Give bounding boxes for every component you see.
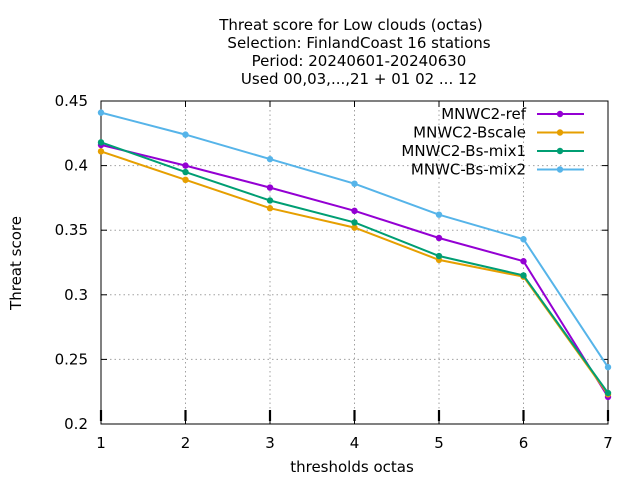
series-mnwc-bs-mix2 bbox=[97, 109, 612, 371]
data-point bbox=[351, 180, 358, 187]
series-mnwc2-ref bbox=[97, 141, 612, 401]
y-tick-label: 0.45 bbox=[55, 92, 88, 110]
x-tick-labels: 1 2 3 4 5 6 7 bbox=[96, 434, 613, 452]
data-point bbox=[97, 139, 105, 146]
axis-ticks bbox=[100, 100, 609, 425]
y-tick-label: 0.2 bbox=[64, 415, 88, 433]
legend-label: MNWC2-ref bbox=[441, 105, 526, 123]
data-point bbox=[266, 155, 274, 163]
y-tick-labels: 0.2 0.25 0.3 0.35 0.4 0.45 bbox=[55, 92, 88, 433]
data-point bbox=[182, 162, 189, 169]
grid bbox=[101, 101, 608, 424]
x-tick-label: 6 bbox=[519, 434, 529, 452]
x-tick-label: 3 bbox=[265, 434, 275, 452]
legend-marker bbox=[556, 129, 564, 136]
data-point bbox=[435, 211, 443, 218]
legend-marker bbox=[556, 147, 564, 155]
y-tick-label: 0.3 bbox=[64, 286, 88, 304]
data-point bbox=[435, 234, 443, 242]
data-point bbox=[97, 148, 105, 155]
data-point bbox=[351, 207, 358, 215]
x-axis-label: thresholds octas bbox=[290, 458, 414, 476]
data-point bbox=[520, 258, 527, 265]
x-tick-label: 2 bbox=[181, 434, 191, 452]
series-mnwc2-bs-mix1 bbox=[97, 139, 612, 397]
data-series bbox=[97, 109, 612, 401]
y-tick-label: 0.35 bbox=[55, 221, 88, 239]
chart-title: Threat score for Low clouds (octas) Sele… bbox=[218, 16, 491, 88]
x-tick-label: 1 bbox=[96, 434, 106, 452]
data-point bbox=[351, 224, 358, 231]
legend-label: MNWC2-Bscale bbox=[413, 124, 526, 142]
data-point bbox=[266, 184, 274, 191]
legend-label: MNWC2-Bs-mix1 bbox=[401, 142, 526, 160]
y-axis-label: Threat score bbox=[7, 216, 25, 311]
chart-title-line-1: Threat score for Low clouds (octas) bbox=[218, 16, 483, 34]
data-point bbox=[435, 252, 443, 260]
x-tick-label: 4 bbox=[350, 434, 360, 452]
data-point bbox=[182, 176, 189, 184]
y-tick-label: 0.4 bbox=[64, 157, 88, 175]
legend-marker bbox=[556, 110, 564, 118]
legend-marker bbox=[556, 166, 564, 173]
data-point bbox=[97, 109, 105, 116]
legend: MNWC2-refMNWC2-BscaleMNWC2-Bs-mix1MNWC-B… bbox=[401, 105, 584, 179]
data-point bbox=[604, 389, 612, 397]
y-tick-label: 0.25 bbox=[55, 350, 88, 368]
data-point bbox=[520, 236, 527, 243]
chart-title-line-4: Used 00,03,...,21 + 01 02 ... 12 bbox=[241, 70, 477, 88]
chart-title-line-3: Period: 20240601-20240630 bbox=[252, 52, 467, 70]
x-tick-label: 5 bbox=[434, 434, 444, 452]
data-point bbox=[604, 363, 612, 371]
data-point bbox=[266, 205, 274, 212]
data-point bbox=[182, 168, 189, 176]
data-point bbox=[520, 272, 527, 279]
data-point bbox=[266, 197, 274, 204]
data-point bbox=[182, 131, 189, 138]
data-point bbox=[351, 219, 358, 226]
x-tick-label: 7 bbox=[603, 434, 613, 452]
chart-title-line-2: Selection: FinlandCoast 16 stations bbox=[227, 34, 490, 52]
legend-label: MNWC-Bs-mix2 bbox=[411, 161, 526, 179]
